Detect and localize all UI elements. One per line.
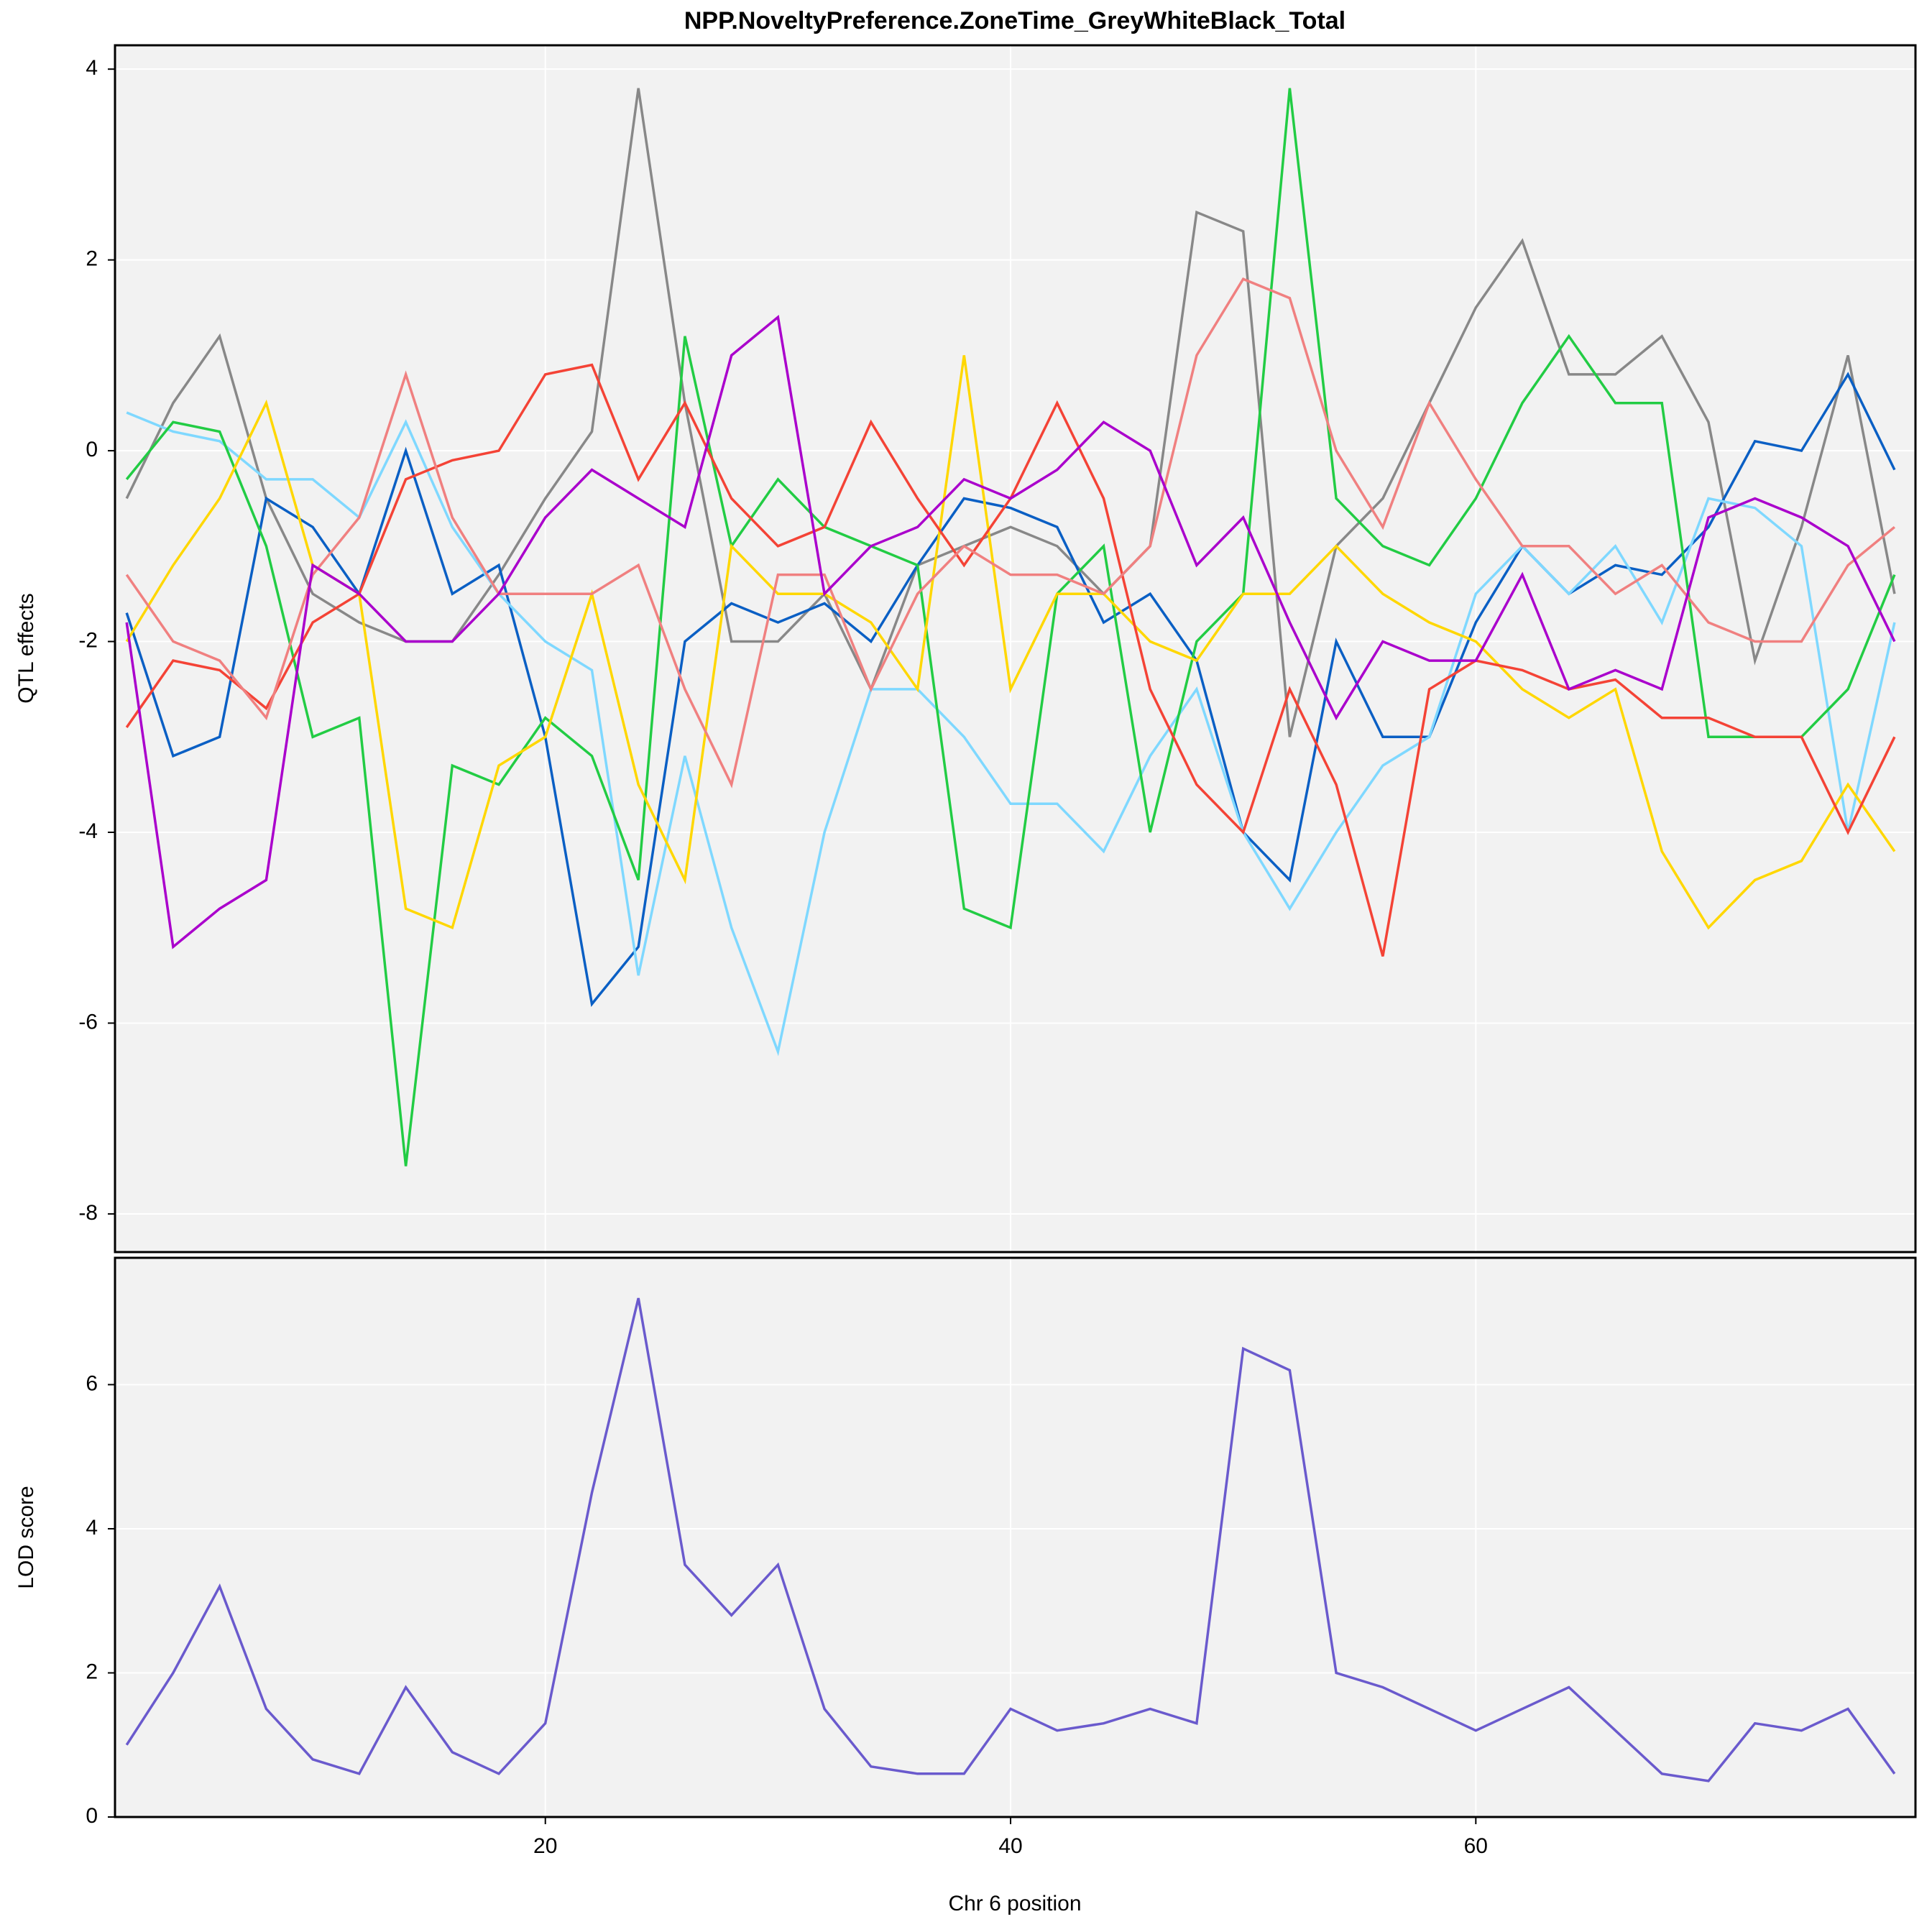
y-axis-label: QTL effects <box>14 593 38 703</box>
data-line <box>125 1297 1896 1782</box>
x-tick-label: 20 <box>533 1834 557 1858</box>
data-line <box>126 411 1896 1057</box>
plot-frame <box>114 1256 1917 1818</box>
data-line <box>125 315 1896 949</box>
y-tick-label: -6 <box>78 1010 98 1034</box>
plot-area <box>115 1258 1915 1817</box>
y-tick-label: 0 <box>86 1804 98 1828</box>
chart-title: NPP.NoveltyPreference.ZoneTime_GreyWhite… <box>684 7 1346 34</box>
y-tick-label: 4 <box>86 56 98 80</box>
data-line <box>125 88 1896 1167</box>
plot-area <box>115 45 1915 1252</box>
y-tick-label: 0 <box>86 438 98 461</box>
plot-frame <box>114 44 1917 1254</box>
y-tick-label: 2 <box>86 247 98 271</box>
y-tick-label: 6 <box>86 1371 98 1395</box>
data-line <box>125 277 1896 788</box>
y-tick-label: -2 <box>78 628 98 652</box>
y-tick-label: 4 <box>86 1516 98 1540</box>
y-axis-label: LOD score <box>14 1486 38 1588</box>
y-tick-label: -4 <box>78 819 98 843</box>
y-tick-label: 2 <box>86 1660 98 1683</box>
x-tick-label: 40 <box>998 1834 1022 1858</box>
x-tick-label: 60 <box>1464 1834 1488 1858</box>
y-tick-label: -8 <box>78 1201 98 1225</box>
data-line <box>125 355 1896 930</box>
x-axis-label: Chr 6 position <box>948 1892 1081 1915</box>
data-line <box>125 372 1896 1007</box>
